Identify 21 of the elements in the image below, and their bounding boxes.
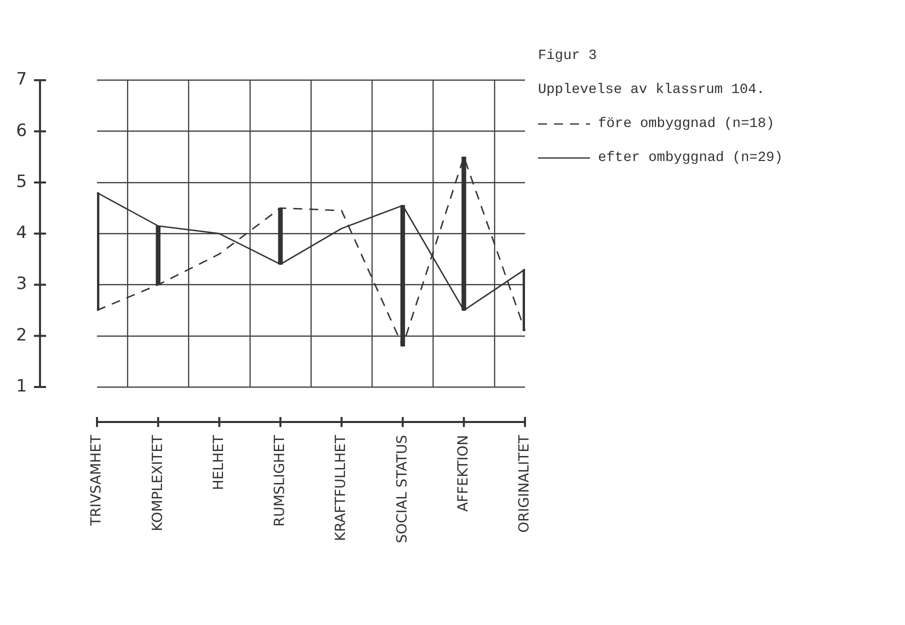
legend-label: efter ombyggnad (n=29) <box>598 150 783 166</box>
y-tick-label: 3 <box>16 274 27 294</box>
x-tick-label: KRAFTFULLHET <box>333 434 350 542</box>
x-tick-label: SOCIAL STATUS <box>394 434 410 544</box>
text: Upplevelse av klassrum 104. <box>538 82 766 98</box>
x-tick-label: AFFEKTION <box>456 435 472 512</box>
y-tick-label: 4 <box>16 223 27 244</box>
x-tick-label: RUMSLIGHET <box>272 434 288 527</box>
legend-label: före ombyggnad (n=18) <box>598 116 774 132</box>
y-tick-label: 1 <box>16 376 27 396</box>
y-tick-label: 2 <box>16 325 27 346</box>
y-tick-label: 5 <box>16 172 27 192</box>
x-tick-label: TRIVSAMHET <box>88 434 105 527</box>
x-tick-label: ORIGINALITET <box>516 434 533 533</box>
bar <box>278 208 283 265</box>
x-tick-label: HELHET <box>210 434 227 490</box>
bar <box>156 226 160 286</box>
text: Figur 3 <box>538 48 598 64</box>
y-tick-label: 6 <box>16 120 27 141</box>
y-tick-label: 7 <box>16 70 27 90</box>
x-tick-label: KOMPLEXITET <box>150 434 166 532</box>
